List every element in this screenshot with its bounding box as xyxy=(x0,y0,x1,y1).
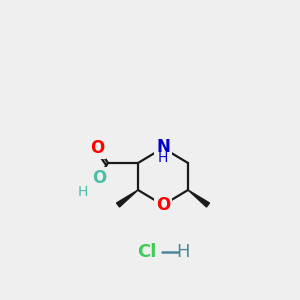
Text: Cl: Cl xyxy=(137,243,157,261)
Text: H: H xyxy=(158,151,168,165)
Polygon shape xyxy=(116,190,138,207)
Text: O: O xyxy=(92,169,106,187)
Text: O: O xyxy=(156,196,170,214)
Text: O: O xyxy=(90,139,104,157)
Text: H: H xyxy=(176,243,190,261)
Text: H: H xyxy=(78,185,88,199)
Text: N: N xyxy=(156,138,170,156)
Polygon shape xyxy=(188,190,209,207)
